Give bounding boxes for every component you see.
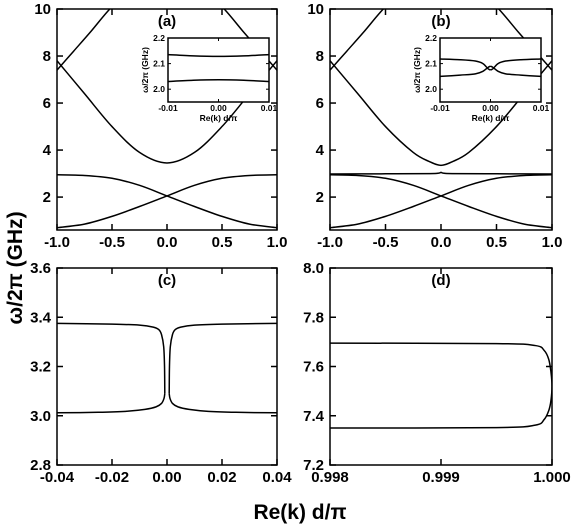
panel-b-inset-x-tick-label: 0.01 [533, 103, 550, 113]
panel-b-series-5-line [330, 174, 552, 229]
panels-group: -1.0 -0.5 0.0 0.5 1.0 2 4 6 8 10 (a) -0.01 0.00 0.01 2… [30, 1, 571, 486]
panel-c-y-tick-label: 3.4 [30, 309, 52, 326]
panel-c-x-tick-label: -0.02 [95, 469, 129, 486]
panel-b-inset-series-1-line [440, 58, 491, 71]
panel-c-x-tick-label: 0.00 [152, 469, 181, 486]
panel-b-series-4-line [330, 174, 552, 229]
panel-d-y-tick-label: 7.8 [303, 309, 324, 326]
panel-a-inset-x-tick-label: 0.01 [261, 103, 278, 113]
panel-b-label: (b) [431, 13, 450, 30]
panel-a-x-tick-label: -0.5 [99, 234, 125, 251]
panel-a-series-2-line [57, 9, 277, 71]
panel-d-y-tick-label: 7.4 [303, 408, 325, 425]
panel-b-y-tick-label: 2 [316, 189, 324, 206]
panel-b-series-group [330, 9, 552, 229]
panel-b-inset-x-axis-label: Re(k) d/π [472, 113, 510, 123]
panel-b-frame [329, 8, 553, 231]
panel-c-y-tick-label: 2.8 [30, 457, 51, 474]
panel-c-frame [56, 267, 278, 466]
panel-a-x-tick-label: -1.0 [44, 234, 70, 251]
panel-a-y-tick-label: 8 [43, 48, 51, 65]
panel-a-inset-background [168, 38, 269, 102]
panel-b-y-tick-label: 6 [316, 95, 324, 112]
panel-a-inset-series-1-line [168, 53, 269, 58]
panel-c-series-1-line [57, 322, 166, 394]
panel-d-series-group [330, 342, 552, 429]
panel-b-series-2-line [330, 9, 552, 71]
panel-b-x-tick-label: -1.0 [317, 234, 343, 251]
panel-b-x-tick-label: -0.5 [373, 234, 399, 251]
panel-d-series-1-line [330, 342, 552, 429]
panel-a-frame [56, 8, 278, 231]
panel-c-series-4-line [168, 393, 277, 414]
panel-d-y-tick-label: 8.0 [303, 260, 324, 277]
panel-a-y-tick-label: 4 [43, 142, 52, 159]
panel-a-inset-x-axis-label: Re(k) d/π [200, 113, 238, 123]
panel-a-x-tick-label: 0.0 [157, 234, 178, 251]
panel-d-x-tick-label: 1.000 [533, 469, 571, 486]
panel-b-y-tick-label: 8 [316, 48, 324, 65]
panel-d-y-tick-label: 7.6 [303, 359, 324, 376]
panel-b-inset-series-2-line [490, 58, 541, 71]
panel-a-y-tick-label: 6 [43, 95, 51, 112]
panel-a-inset-y-tick-label: 2.2 [153, 33, 165, 43]
panel-a-series-4-line [57, 174, 277, 229]
panel-b-inset-series-4-line [490, 65, 541, 78]
panel-a-label: (a) [158, 13, 176, 30]
panel-a-inset-y-tick-label: 2.0 [153, 84, 165, 94]
panel-d-x-tick-label: 0.998 [311, 469, 349, 486]
panel-b-inset-x-tick-label: 0.00 [482, 103, 499, 113]
panel-a-inset-series-2-line [168, 78, 269, 83]
panel-a-x-tick-label: 1.0 [267, 234, 288, 251]
panel-d-frame [329, 267, 553, 466]
global-x-axis-label: Re(k) d/π [253, 501, 346, 524]
global-y-axis-label: ω/2π (GHz) [4, 211, 27, 324]
panel-c-x-tick-label: 0.02 [207, 469, 236, 486]
panel-b-inset-series-3-line [440, 65, 491, 78]
panel-b-y-tick-label: 4 [316, 142, 325, 159]
panel-b-series-1-line [330, 60, 552, 167]
panel-a-inset-series-group [168, 53, 269, 83]
panel-b-x-tick-label: 1.0 [542, 234, 563, 251]
panel-a-series-1-line [57, 60, 277, 164]
panel-c-x-tick-label: -0.04 [40, 469, 75, 486]
panel-c-x-tick-label: 0.04 [262, 469, 292, 486]
panel-b-y-tick-label: 10 [307, 1, 324, 18]
panel-d-y-tick-label: 7.2 [303, 457, 324, 474]
panel-a-y-tick-label: 2 [43, 189, 51, 206]
panel-a-x-tick-label: 0.5 [212, 234, 233, 251]
panel-a-series-group [57, 9, 277, 229]
panel-c-series-2-line [57, 393, 166, 414]
panel-b-inset-x-tick-label: -0.01 [430, 103, 450, 113]
panel-a-inset-y-tick-label: 2.1 [153, 59, 165, 69]
panel-c-label: (c) [158, 272, 176, 289]
panel-b-inset-y-tick-label: 2.0 [425, 84, 437, 94]
panel-b-series-3-line [330, 171, 552, 175]
panel-c-y-tick-label: 3.6 [30, 260, 51, 277]
panel-b-inset-series-group [440, 58, 541, 78]
panel-c-series-group [57, 322, 277, 414]
panel-c-y-tick-label: 3.2 [30, 359, 51, 376]
panel-a-inset-y-axis-label: ω/2π (GHz) [140, 47, 150, 93]
panel-d-label: (d) [431, 272, 450, 289]
panel-b-x-tick-label: 0.5 [486, 234, 507, 251]
panel-b-inset-y-tick-label: 2.2 [425, 33, 437, 43]
panel-c-y-tick-label: 3.0 [30, 408, 51, 425]
panel-b-inset-y-axis-label: ω/2π (GHz) [412, 47, 422, 93]
panel-a-series-3-line [57, 174, 277, 229]
panel-b-x-tick-label: 0.0 [431, 234, 452, 251]
panel-a-inset-x-tick-label: 0.00 [210, 103, 227, 113]
panel-a-y-tick-label: 10 [34, 1, 51, 18]
panel-c-series-3-line [168, 322, 277, 394]
panel-a-inset-x-tick-label: -0.01 [158, 103, 178, 113]
panel-b-inset-y-tick-label: 2.1 [425, 59, 437, 69]
panel-d-x-tick-label: 0.999 [422, 469, 460, 486]
panel-b-inset-frame [439, 37, 542, 103]
panel-a-inset-frame [167, 37, 270, 103]
